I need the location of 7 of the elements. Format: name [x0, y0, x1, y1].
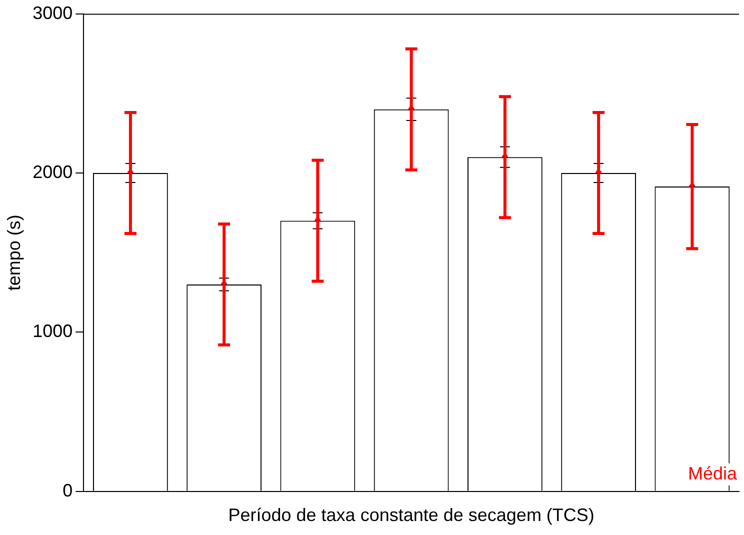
annotation: Média: [688, 463, 738, 484]
y-axis-title: tempo (s): [4, 214, 24, 291]
y-tick-label: 1000: [32, 321, 73, 342]
y-tick-label: 0: [62, 480, 73, 500]
y-tick-label: 3000: [32, 2, 73, 23]
x-axis-title: Período de taxa constante de secagem (TCS): [228, 505, 594, 526]
y-tick-label: 2000: [32, 162, 73, 182]
